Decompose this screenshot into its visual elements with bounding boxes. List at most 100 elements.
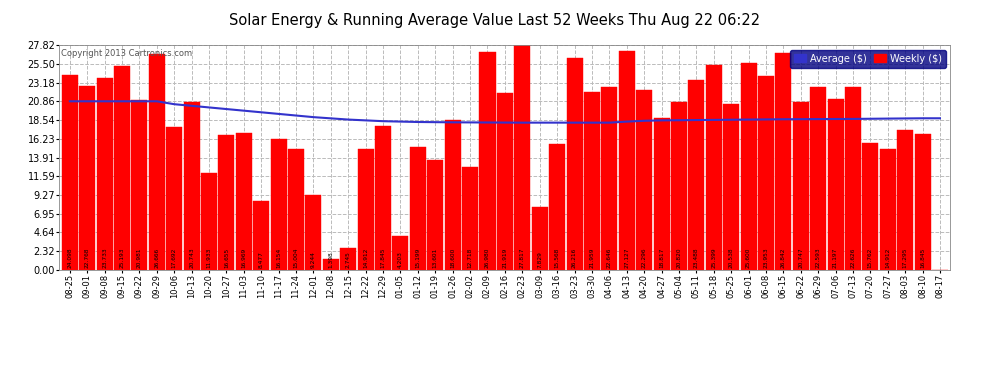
Bar: [741, 63, 756, 270]
Bar: [201, 174, 217, 270]
Legend: Average ($), Weekly ($): Average ($), Weekly ($): [790, 50, 945, 68]
Text: 16.969: 16.969: [242, 248, 247, 268]
Text: 22.768: 22.768: [85, 247, 90, 268]
Text: 15.568: 15.568: [554, 247, 559, 268]
Bar: [79, 86, 95, 270]
Text: 17.692: 17.692: [171, 247, 177, 268]
Text: 18.600: 18.600: [450, 247, 455, 268]
Bar: [566, 58, 582, 270]
Bar: [479, 52, 496, 270]
Text: 15.199: 15.199: [416, 247, 421, 268]
Bar: [97, 78, 113, 270]
Text: 22.593: 22.593: [816, 247, 821, 268]
Bar: [270, 140, 287, 270]
Text: 20.743: 20.743: [189, 247, 194, 268]
Bar: [497, 93, 513, 270]
Text: 18.817: 18.817: [659, 247, 664, 268]
Bar: [253, 201, 269, 270]
Bar: [132, 100, 148, 270]
Text: 23.953: 23.953: [763, 247, 768, 268]
Bar: [341, 248, 356, 270]
Text: 11.933: 11.933: [207, 247, 212, 268]
Text: 26.666: 26.666: [154, 248, 159, 268]
Bar: [619, 51, 635, 270]
Bar: [462, 167, 478, 270]
Text: 17.295: 17.295: [903, 247, 908, 268]
Bar: [148, 54, 165, 270]
Bar: [410, 147, 426, 270]
Bar: [445, 120, 460, 270]
Bar: [775, 53, 791, 270]
Text: 7.829: 7.829: [538, 251, 543, 268]
Text: 26.842: 26.842: [781, 247, 786, 268]
Text: 25.193: 25.193: [120, 247, 125, 268]
Bar: [688, 80, 704, 270]
Bar: [184, 102, 200, 270]
Text: 22.296: 22.296: [642, 247, 646, 268]
Text: 14.912: 14.912: [885, 247, 890, 268]
Text: 25.399: 25.399: [711, 247, 716, 268]
Text: 21.919: 21.919: [502, 247, 508, 268]
Text: 16.845: 16.845: [920, 247, 925, 268]
Bar: [637, 90, 652, 270]
Text: 27.817: 27.817: [520, 247, 525, 268]
Text: 16.154: 16.154: [276, 248, 281, 268]
Text: 22.646: 22.646: [607, 247, 612, 268]
Text: 14.912: 14.912: [363, 247, 368, 268]
Bar: [514, 45, 531, 270]
Text: 1.398: 1.398: [329, 251, 334, 268]
Bar: [793, 102, 809, 270]
Text: 21.959: 21.959: [589, 247, 594, 268]
Text: 16.655: 16.655: [224, 248, 229, 268]
Bar: [862, 142, 878, 270]
Bar: [653, 118, 669, 270]
Text: 22.626: 22.626: [850, 247, 855, 268]
Text: Solar Energy & Running Average Value Last 52 Weeks Thu Aug 22 06:22: Solar Energy & Running Average Value Las…: [230, 13, 760, 28]
Bar: [671, 102, 687, 270]
Bar: [897, 130, 913, 270]
Bar: [323, 259, 339, 270]
Bar: [723, 104, 740, 270]
Text: 24.098: 24.098: [67, 247, 72, 268]
Text: 20.820: 20.820: [676, 247, 681, 268]
Bar: [915, 134, 931, 270]
Text: 21.197: 21.197: [833, 247, 839, 268]
Text: 9.244: 9.244: [311, 251, 316, 268]
Text: 26.980: 26.980: [485, 247, 490, 268]
Text: 17.845: 17.845: [380, 247, 385, 268]
Bar: [549, 144, 565, 270]
Bar: [166, 127, 182, 270]
Bar: [392, 236, 409, 270]
Text: 20.747: 20.747: [798, 247, 803, 268]
Bar: [758, 76, 774, 270]
Text: 23.733: 23.733: [102, 247, 107, 268]
Bar: [219, 135, 235, 270]
Text: 27.127: 27.127: [625, 247, 630, 268]
Bar: [114, 66, 130, 270]
Bar: [532, 207, 547, 270]
Text: 15.762: 15.762: [868, 247, 873, 268]
Bar: [375, 126, 391, 270]
Text: 20.981: 20.981: [137, 247, 142, 268]
Bar: [288, 148, 304, 270]
Text: Copyright 2013 Cartronics.com: Copyright 2013 Cartronics.com: [61, 50, 192, 58]
Bar: [601, 87, 618, 270]
Bar: [810, 87, 826, 270]
Text: 20.538: 20.538: [729, 247, 734, 268]
Text: 15.004: 15.004: [294, 247, 299, 268]
Text: 13.601: 13.601: [433, 248, 438, 268]
Bar: [306, 195, 322, 270]
Bar: [706, 64, 722, 270]
Text: 8.477: 8.477: [258, 251, 263, 268]
Text: 4.203: 4.203: [398, 251, 403, 268]
Text: 23.488: 23.488: [694, 247, 699, 268]
Bar: [236, 133, 251, 270]
Bar: [844, 87, 861, 270]
Bar: [584, 92, 600, 270]
Bar: [61, 75, 78, 270]
Text: 2.745: 2.745: [346, 251, 350, 268]
Bar: [880, 149, 896, 270]
Text: 26.216: 26.216: [572, 248, 577, 268]
Bar: [428, 160, 444, 270]
Bar: [357, 149, 373, 270]
